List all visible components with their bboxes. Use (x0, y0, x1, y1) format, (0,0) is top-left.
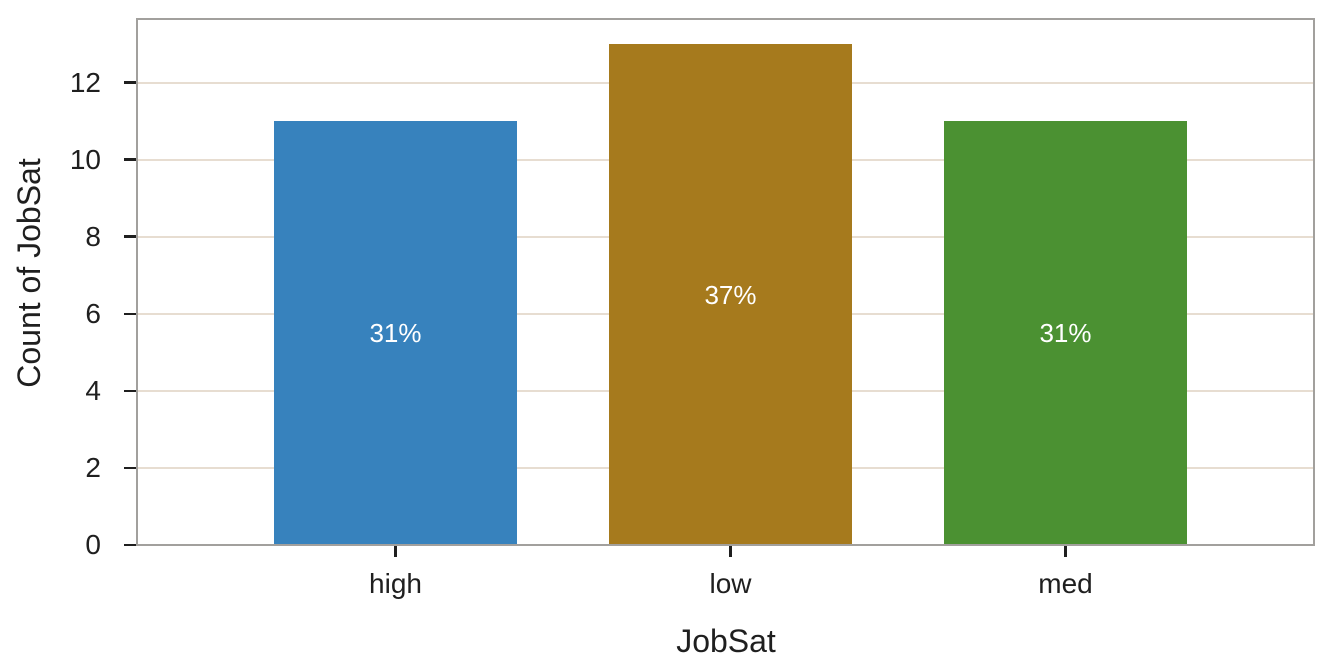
bar-value-label: 37% (704, 279, 757, 310)
y-tick-mark (124, 466, 136, 470)
bar-value-label: 31% (369, 318, 422, 349)
x-tick-label: low (709, 568, 752, 599)
x-tick-mark (394, 545, 397, 557)
bar-high (274, 121, 517, 544)
y-tick-label: 4 (85, 374, 101, 406)
y-tick-label: 12 (69, 66, 101, 98)
y-axis-title: Count of JobSat (11, 158, 47, 388)
y-tick-mark (124, 158, 136, 161)
y-tick-label: 8 (85, 220, 101, 252)
y-tick-label: 10 (69, 143, 101, 175)
x-axis-title: JobSat (676, 623, 776, 659)
bar-value-label: 31% (1039, 318, 1092, 349)
bar-med (944, 121, 1187, 544)
y-tick-mark (124, 81, 136, 84)
y-tick-mark (124, 235, 136, 238)
y-tick-label: 6 (85, 297, 101, 329)
x-tick-mark (729, 545, 732, 557)
y-tick-label: 2 (85, 451, 101, 483)
y-tick-mark (124, 312, 136, 316)
x-tick-label: high (369, 568, 422, 599)
y-tick-mark (124, 543, 136, 547)
bar-low (609, 44, 852, 544)
y-tick-label: 0 (85, 529, 101, 560)
y-tick-mark (124, 389, 136, 393)
x-tick-mark (1064, 545, 1067, 557)
x-tick-label: med (1038, 568, 1093, 599)
